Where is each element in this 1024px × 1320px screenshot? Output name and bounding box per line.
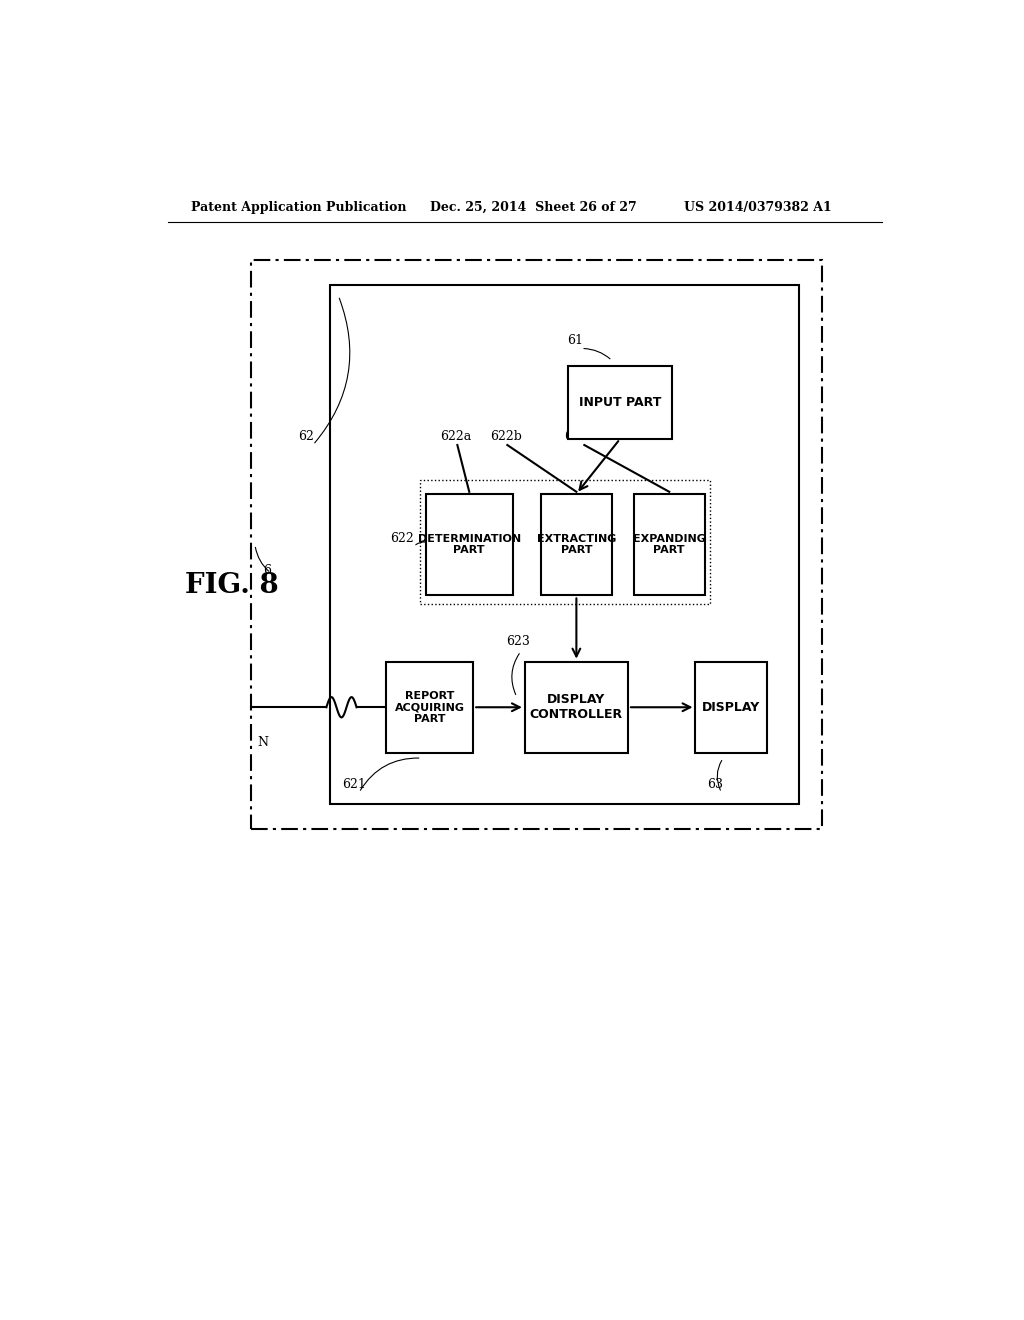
Bar: [251, 260, 822, 829]
Text: Dec. 25, 2014  Sheet 26 of 27: Dec. 25, 2014 Sheet 26 of 27: [430, 201, 636, 214]
Text: REPORT
ACQUIRING
PART: REPORT ACQUIRING PART: [394, 690, 465, 723]
Text: 62: 62: [299, 430, 314, 444]
Bar: [331, 285, 799, 804]
Text: 61: 61: [567, 334, 583, 347]
Text: 621: 621: [342, 777, 367, 791]
Text: 622b: 622b: [489, 430, 522, 444]
Bar: [568, 366, 672, 440]
Text: US 2014/0379382 A1: US 2014/0379382 A1: [684, 201, 831, 214]
Bar: [426, 494, 513, 595]
Bar: [541, 494, 612, 595]
Text: 63: 63: [708, 777, 723, 791]
Text: 6: 6: [263, 564, 271, 577]
Text: N: N: [257, 737, 268, 750]
Bar: [634, 494, 705, 595]
Text: EXTRACTING
PART: EXTRACTING PART: [537, 533, 616, 556]
Text: Patent Application Publication: Patent Application Publication: [191, 201, 407, 214]
Text: 622c: 622c: [564, 430, 595, 444]
Bar: [386, 661, 473, 752]
Text: 622a: 622a: [440, 430, 471, 444]
Bar: [420, 479, 710, 603]
Bar: [695, 661, 767, 752]
Text: INPUT PART: INPUT PART: [579, 396, 662, 409]
Text: 623: 623: [506, 635, 529, 648]
Text: EXPANDING
PART: EXPANDING PART: [633, 533, 706, 556]
Text: 622: 622: [390, 532, 414, 545]
Text: FIG. 8: FIG. 8: [185, 572, 279, 599]
Text: DISPLAY: DISPLAY: [702, 701, 760, 714]
Text: DISPLAY
CONTROLLER: DISPLAY CONTROLLER: [529, 693, 623, 721]
Text: DETERMINATION
PART: DETERMINATION PART: [418, 533, 521, 556]
Bar: [524, 661, 628, 752]
